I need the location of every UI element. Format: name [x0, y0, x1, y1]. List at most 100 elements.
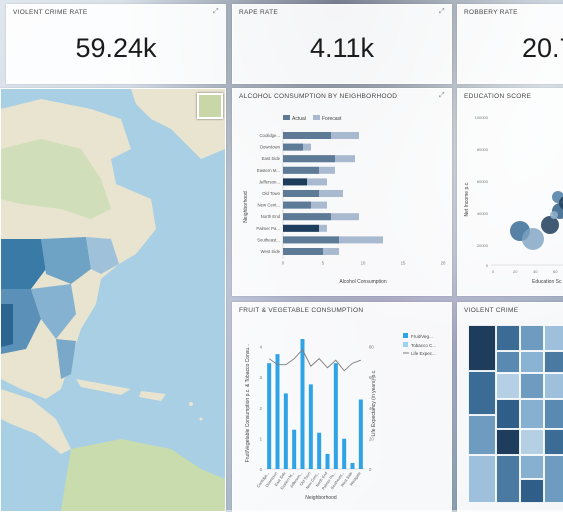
y-tick: 4	[260, 345, 263, 350]
map-card[interactable]	[0, 88, 226, 512]
treemap-cell[interactable]	[468, 455, 496, 503]
education-chart-card[interactable]: EDUCATION SCORE Net Income p.c. 100000 8…	[457, 88, 563, 296]
expand-icon[interactable]: ⤢	[213, 8, 219, 15]
treemap-cell[interactable]	[520, 479, 544, 503]
category-label: Jefferson...	[259, 179, 280, 184]
actual-bar	[283, 132, 331, 139]
treemap[interactable]	[468, 325, 563, 503]
basemap-toggle-button[interactable]	[197, 93, 223, 119]
y2-tick: 0	[369, 467, 372, 472]
treemap-cell[interactable]	[544, 455, 563, 503]
category-label: Palmer Pa...	[256, 226, 280, 231]
us-dark-state	[1, 304, 13, 347]
treemap-cell[interactable]	[520, 455, 544, 479]
fruit-bar	[342, 438, 347, 469]
treemap-cell[interactable]	[468, 415, 496, 455]
fruit-bar	[275, 354, 280, 469]
treemap-cell[interactable]	[496, 429, 520, 455]
fruit-bar	[333, 363, 338, 469]
alcohol-chart-card[interactable]: ALCOHOL CONSUMPTION BY NEIGHBORHOOD ⤢ Ac…	[232, 88, 452, 296]
y-tick: 0	[486, 263, 489, 268]
canada-green	[1, 139, 111, 219]
y-ticks: 100000 80000 60000 40000 20000 0	[475, 115, 489, 268]
actual-bar	[283, 248, 323, 255]
legend: Actual Forecast	[283, 115, 342, 122]
map[interactable]	[1, 89, 225, 511]
y-tick: 60000	[477, 179, 489, 184]
kpi-rape-card[interactable]: RAPE RATE ⤢ 4.11k	[232, 4, 452, 84]
expand-icon[interactable]: ⤢	[439, 92, 445, 99]
expand-icon[interactable]: ⤢	[439, 8, 445, 15]
treemap-cell[interactable]	[496, 373, 520, 399]
fruit-bar	[317, 432, 322, 469]
x-tick: 40	[533, 269, 538, 274]
y-axis-label: Net Income p.c.	[464, 181, 470, 216]
treemap-cell[interactable]	[520, 399, 544, 429]
treemap-cell[interactable]	[468, 325, 496, 371]
x-tick: 60	[553, 269, 558, 274]
x-tick: 0	[492, 269, 495, 274]
fruit-veg-chart-card[interactable]: FRUIT & VEGETABLE CONSUMPTION Fruit/Vege…	[232, 302, 452, 512]
category-label: Coolidge...	[259, 133, 280, 138]
life-expectancy-line	[268, 348, 361, 372]
x-ticks: 0 20 40 60	[492, 269, 558, 274]
treemap-cell[interactable]	[520, 351, 544, 373]
alcohol-bar-chart[interactable]: Actual Forecast Neighborhood Alcohol Con…	[233, 89, 451, 295]
treemap-cell[interactable]	[544, 399, 563, 429]
fruit-bar	[350, 462, 355, 469]
legend-life: Life Expec...	[411, 351, 436, 356]
treemap-cell[interactable]	[544, 351, 563, 373]
y2-tick: 40	[369, 406, 374, 411]
category-label: East Side	[262, 156, 281, 161]
treemap-cell[interactable]	[496, 455, 520, 503]
legend-fruit: Fruit/Veg...	[411, 334, 433, 339]
treemap-cell[interactable]	[496, 325, 520, 351]
treemap-cell[interactable]	[544, 429, 563, 455]
y-tick: 0	[260, 467, 263, 472]
actual-bar	[283, 201, 311, 209]
x-tick: 5	[322, 261, 325, 266]
fruit-bar	[300, 339, 305, 469]
category-label: Downtown	[260, 145, 281, 150]
actual-bar	[283, 213, 331, 221]
legend-forecast: Forecast	[322, 116, 342, 122]
kpi-title: RAPE RATE	[239, 9, 279, 16]
treemap-cell[interactable]	[520, 325, 544, 351]
kpi-value: 4.11k	[309, 33, 375, 63]
category-label: New Cent...	[258, 203, 280, 208]
treemap-cell[interactable]	[520, 429, 544, 455]
y-axis-label: Neighborhood	[243, 191, 249, 223]
violent-crime-treemap-card[interactable]: VIOLENT CRIME	[457, 302, 563, 512]
y-tick: 20000	[477, 243, 489, 248]
fruit-bar	[325, 453, 330, 469]
island	[189, 402, 193, 406]
treemap-cell[interactable]	[544, 373, 563, 399]
legend-tobacco: Tobacco C...	[411, 343, 436, 348]
actual-bar	[283, 143, 303, 151]
fruit-bar	[358, 399, 363, 469]
x-axis-label: Education Sc	[532, 279, 562, 285]
treemap-cell[interactable]	[544, 325, 563, 351]
central-america	[1, 389, 71, 454]
kpi-robbery-card[interactable]: ROBBERY RATE 20.7	[457, 4, 563, 84]
actual-bar	[283, 190, 319, 197]
treemap-cell[interactable]	[496, 351, 520, 373]
chart-title: VIOLENT CRIME	[464, 307, 519, 314]
category-label: North End	[261, 214, 281, 219]
education-scatter-chart[interactable]: Net Income p.c. 100000 80000 60000 40000…	[458, 89, 563, 295]
y-tick: 100000	[475, 115, 489, 120]
y-tick: 3	[260, 375, 263, 380]
category-label: Old Town	[262, 191, 280, 196]
treemap-cell[interactable]	[468, 371, 496, 415]
fruit-veg-combo-chart[interactable]: Fruit/Vegetable Consumption p.c. & Tobac…	[233, 303, 451, 511]
kpi-title: VIOLENT CRIME RATE	[13, 9, 88, 16]
treemap-cell[interactable]	[496, 399, 520, 429]
south-america	[61, 439, 225, 511]
y-tick: 1	[260, 436, 263, 441]
y2-tick: 80	[369, 345, 374, 350]
y2-axis-label: Life Expectancy (in years) p.c.	[371, 370, 377, 437]
treemap-cell[interactable]	[520, 373, 544, 399]
x-tick: 10	[361, 261, 366, 266]
kpi-violent-crime-card[interactable]: VIOLENT CRIME RATE ⤢ 59.24k	[6, 4, 226, 84]
fruit-bar	[267, 363, 272, 469]
